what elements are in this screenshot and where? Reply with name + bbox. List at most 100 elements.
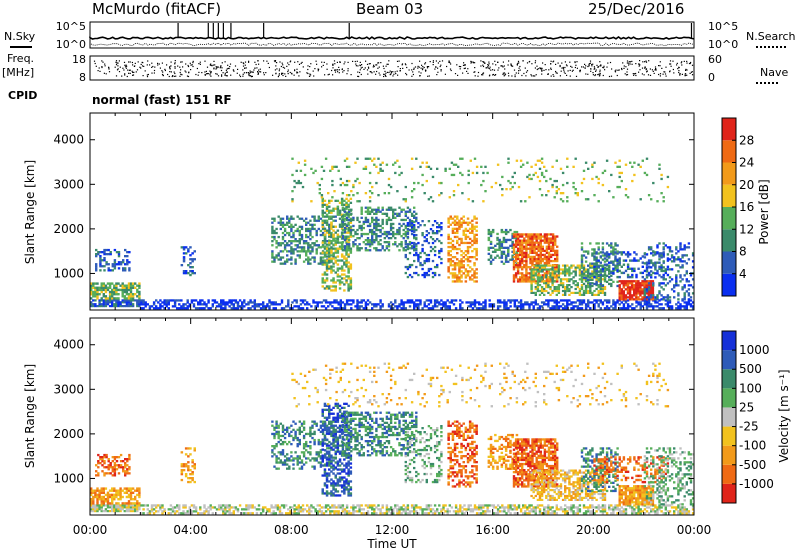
echo-cell <box>332 225 335 228</box>
echo-cell <box>377 194 380 197</box>
echo-cell <box>440 192 443 195</box>
echo-cell <box>375 235 378 238</box>
freq-dot <box>192 62 194 64</box>
echo-cell <box>578 266 582 269</box>
echo-cell <box>597 305 600 308</box>
echo-cell <box>589 291 592 294</box>
freq-dot <box>126 75 128 78</box>
echo-cell <box>649 280 652 283</box>
echo-cell <box>173 301 177 304</box>
echo-cell <box>460 274 463 277</box>
echo-cell <box>325 247 329 250</box>
echo-cell <box>324 299 328 302</box>
echo-cell <box>111 265 114 268</box>
echo-cell <box>323 237 327 240</box>
freq-dot <box>244 67 246 69</box>
echo-cell <box>666 305 670 308</box>
echo-cell <box>373 163 376 166</box>
freq-dot <box>309 66 311 68</box>
echo-cell <box>584 280 588 283</box>
echo-cell <box>451 221 455 224</box>
echo-cell <box>549 307 552 310</box>
echo-cell <box>271 260 274 263</box>
freq-dot <box>296 68 298 70</box>
echo-cell <box>599 273 602 277</box>
echo-cell <box>427 257 431 261</box>
echo-cell <box>436 238 439 241</box>
echo-cell <box>100 299 103 302</box>
freq-dot <box>239 74 241 76</box>
echo-cell <box>471 303 475 306</box>
freq-dot <box>220 65 222 67</box>
freq-dot <box>99 70 101 72</box>
echo-cell <box>317 262 320 265</box>
echo-cell <box>161 301 164 304</box>
echo-cell <box>449 264 452 267</box>
echo-cell <box>654 296 657 299</box>
echo-cell <box>545 286 548 289</box>
echo-cell <box>639 257 642 260</box>
echo-cell <box>620 301 623 304</box>
echo-cell <box>127 293 131 296</box>
echo-cell <box>528 303 531 306</box>
echo-cell <box>323 235 327 238</box>
echo-cell <box>362 232 365 236</box>
echo-cell <box>536 276 540 279</box>
echo-cell <box>358 224 361 228</box>
echo-cell <box>186 307 189 310</box>
echo-cell <box>473 247 476 251</box>
echo-cell <box>556 266 559 269</box>
echo-cell <box>375 210 378 213</box>
freq-dot <box>686 62 688 64</box>
echo-cell <box>349 283 353 286</box>
echo-cell <box>460 276 463 279</box>
echo-cell <box>111 295 114 298</box>
echo-cell <box>427 273 431 277</box>
echo-cell <box>587 280 590 283</box>
freq-dot <box>187 75 190 78</box>
freq-dot <box>196 67 198 70</box>
echo-cell <box>286 258 289 261</box>
echo-cell <box>294 248 297 251</box>
echo-cell <box>639 301 642 304</box>
echo-cell <box>608 278 611 281</box>
echo-cell <box>593 267 596 270</box>
echo-cell <box>647 260 651 263</box>
echo-cell <box>331 196 334 199</box>
echo-cell <box>270 303 273 306</box>
echo-cell <box>142 303 145 306</box>
echo-cell <box>647 292 650 295</box>
echo-cell <box>387 237 391 240</box>
echo-cell <box>222 301 225 304</box>
echo-cell <box>436 222 439 225</box>
echo-cell <box>516 266 520 269</box>
echo-cell <box>312 299 315 302</box>
echo-cell <box>330 231 333 235</box>
echo-cell <box>556 255 559 259</box>
echo-cell <box>614 257 617 260</box>
freq-dot <box>567 70 569 72</box>
freq-dot <box>317 70 319 72</box>
echo-cell <box>649 282 652 285</box>
echo-cell <box>599 287 602 291</box>
echo-cell <box>662 261 665 264</box>
echo-cell <box>328 285 331 288</box>
echo-cell <box>186 299 189 302</box>
echo-cell <box>448 301 451 304</box>
echo-cell <box>601 286 605 289</box>
freq-dot <box>213 60 215 62</box>
echo-cell <box>389 224 393 228</box>
echo-cell <box>539 233 542 236</box>
echo-cell <box>553 280 556 283</box>
echo-cell <box>253 307 256 310</box>
freq-dot <box>536 65 538 67</box>
echo-cell <box>321 281 324 284</box>
echo-cell <box>580 274 584 277</box>
echo-cell <box>538 276 542 279</box>
echo-cell <box>291 307 294 310</box>
echo-cell <box>587 250 590 253</box>
echo-cell <box>530 301 533 304</box>
freq-dot <box>307 65 309 67</box>
echo-cell <box>95 267 98 270</box>
echo-cell <box>469 303 472 306</box>
